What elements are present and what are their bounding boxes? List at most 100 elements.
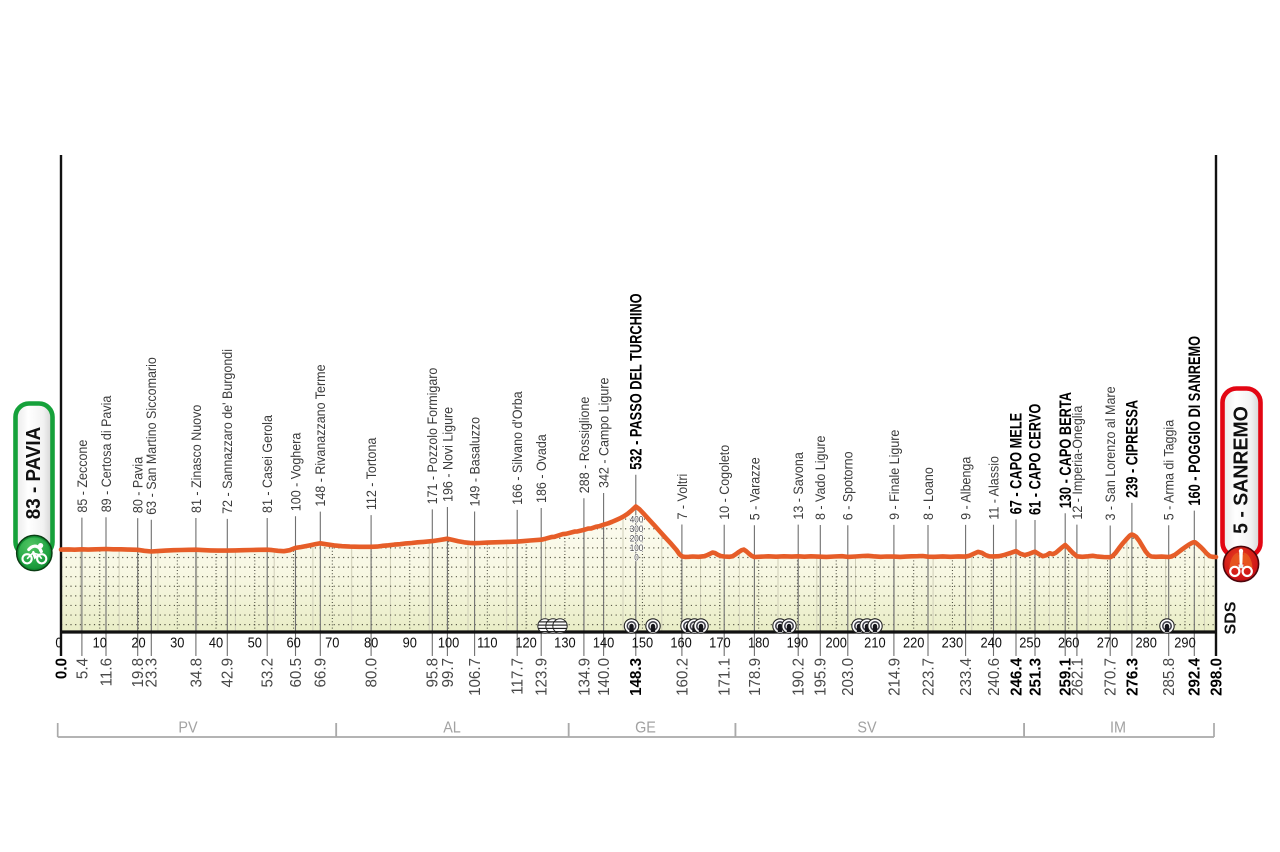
svg-text:6 - Spotorno: 6 - Spotorno — [840, 451, 856, 520]
svg-text:285.8: 285.8 — [1161, 658, 1178, 696]
svg-text:300: 300 — [630, 523, 644, 534]
svg-text:134.9: 134.9 — [576, 658, 593, 696]
svg-text:532 - PASSO DEL TURCHINO: 532 - PASSO DEL TURCHINO — [628, 293, 646, 469]
svg-text:PV: PV — [178, 719, 198, 737]
svg-text:AL: AL — [443, 719, 461, 737]
svg-text:63 - San Martino Siccomario: 63 - San Martino Siccomario — [144, 357, 160, 515]
svg-text:195.9: 195.9 — [812, 658, 829, 696]
svg-text:148 - Rivanazzano Terme: 148 - Rivanazzano Terme — [313, 364, 329, 506]
svg-text:400: 400 — [630, 514, 644, 525]
svg-text:50: 50 — [248, 635, 263, 651]
svg-text:GE: GE — [635, 719, 656, 737]
svg-text:112 - Tortona: 112 - Tortona — [364, 437, 380, 510]
svg-text:117.7: 117.7 — [509, 658, 526, 695]
svg-text:178.9: 178.9 — [747, 658, 764, 696]
svg-text:19.8: 19.8 — [130, 658, 147, 687]
svg-text:12 - Imperia-Oneglia: 12 - Imperia-Oneglia — [1069, 405, 1085, 520]
svg-text:67 - CAPO MELE: 67 - CAPO MELE — [1008, 413, 1026, 515]
svg-text:298.0: 298.0 — [1208, 658, 1225, 696]
svg-text:42.9: 42.9 — [219, 658, 236, 687]
svg-text:130: 130 — [554, 635, 576, 651]
svg-text:149 - Basaluzzo: 149 - Basaluzzo — [467, 417, 483, 507]
svg-text:186 - Ovada: 186 - Ovada — [534, 434, 550, 503]
svg-text:250: 250 — [1019, 635, 1041, 651]
svg-text:123.9: 123.9 — [533, 658, 550, 696]
svg-text:246.4: 246.4 — [1008, 658, 1025, 696]
svg-text:280: 280 — [1135, 635, 1157, 651]
svg-text:13 - Savona: 13 - Savona — [791, 452, 807, 520]
svg-text:0.0: 0.0 — [53, 658, 70, 679]
svg-text:100: 100 — [630, 542, 644, 553]
svg-text:171.1: 171.1 — [716, 658, 733, 696]
svg-text:81 - Casei Gerola: 81 - Casei Gerola — [260, 414, 276, 513]
svg-text:70: 70 — [325, 635, 340, 651]
svg-text:203.0: 203.0 — [840, 658, 857, 696]
svg-text:34.8: 34.8 — [188, 658, 205, 687]
svg-text:60.5: 60.5 — [288, 658, 305, 687]
svg-text:262.1: 262.1 — [1069, 658, 1086, 696]
svg-text:8 - Loano: 8 - Loano — [920, 467, 936, 520]
svg-text:80 - Pavia: 80 - Pavia — [130, 456, 146, 513]
svg-text:100 - Voghera: 100 - Voghera — [288, 432, 304, 511]
svg-text:5 - SANREMO: 5 - SANREMO — [1230, 406, 1253, 534]
svg-text:90: 90 — [403, 635, 418, 651]
svg-text:0: 0 — [634, 552, 639, 563]
svg-text:160: 160 — [670, 635, 692, 651]
svg-text:223.7: 223.7 — [920, 658, 937, 696]
svg-text:5 - Arma di Taggia: 5 - Arma di Taggia — [1161, 419, 1177, 520]
svg-text:9 - Albenga: 9 - Albenga — [958, 456, 974, 520]
svg-text:240.6: 240.6 — [986, 658, 1003, 696]
svg-text:233.4: 233.4 — [958, 658, 975, 696]
svg-text:9 - Finale Ligure: 9 - Finale Ligure — [886, 430, 902, 520]
svg-text:72 - Sannazzaro de' Burgondi: 72 - Sannazzaro de' Burgondi — [220, 349, 236, 514]
svg-text:0: 0 — [55, 635, 62, 651]
svg-text:148.3: 148.3 — [628, 658, 645, 696]
svg-text:23.3: 23.3 — [143, 658, 160, 687]
svg-text:11.6: 11.6 — [98, 658, 115, 686]
svg-text:290: 290 — [1174, 635, 1196, 651]
svg-text:160.2: 160.2 — [674, 658, 691, 696]
svg-text:140.0: 140.0 — [596, 658, 613, 696]
svg-text:260: 260 — [1058, 635, 1080, 651]
svg-text:80: 80 — [364, 635, 379, 651]
svg-text:220: 220 — [903, 635, 925, 651]
svg-text:259.1: 259.1 — [1057, 658, 1074, 696]
svg-text:166 - Silvano d'Orba: 166 - Silvano d'Orba — [510, 391, 526, 505]
svg-text:140: 140 — [593, 635, 615, 651]
svg-text:110: 110 — [477, 635, 498, 651]
svg-text:214.9: 214.9 — [886, 658, 903, 696]
svg-text:170: 170 — [709, 635, 731, 651]
svg-text:99.7: 99.7 — [440, 658, 457, 687]
svg-text:190: 190 — [787, 635, 809, 651]
svg-text:5 - Varazze: 5 - Varazze — [747, 457, 763, 520]
svg-text:3 - San Lorenzo al Mare: 3 - San Lorenzo al Mare — [1103, 386, 1119, 520]
svg-text:270.7: 270.7 — [1102, 658, 1119, 696]
svg-text:85 - Zeccone: 85 - Zeccone — [74, 440, 90, 513]
svg-text:292.4: 292.4 — [1186, 658, 1203, 696]
svg-text:200: 200 — [630, 533, 644, 544]
svg-text:276.3: 276.3 — [1124, 658, 1141, 696]
svg-text:251.3: 251.3 — [1027, 658, 1044, 696]
svg-text:83 - PAVIA: 83 - PAVIA — [23, 427, 46, 520]
svg-text:288 - Rossiglione: 288 - Rossiglione — [576, 397, 592, 494]
svg-text:342 - Campo Ligure: 342 - Campo Ligure — [596, 378, 612, 488]
svg-text:61 - CAPO CERVO: 61 - CAPO CERVO — [1027, 404, 1045, 515]
svg-text:20: 20 — [131, 635, 146, 651]
svg-text:66.9: 66.9 — [312, 658, 329, 687]
svg-text:60: 60 — [286, 635, 301, 651]
svg-text:196 - Novi Ligure: 196 - Novi Ligure — [440, 407, 456, 502]
svg-text:10 - Cogoleto: 10 - Cogoleto — [717, 445, 733, 520]
svg-text:239 - CIPRESSA: 239 - CIPRESSA — [1124, 399, 1142, 497]
svg-text:240: 240 — [980, 635, 1002, 651]
svg-text:SDS: SDS — [1223, 601, 1240, 634]
svg-text:SV: SV — [857, 719, 877, 737]
svg-text:190.2: 190.2 — [790, 658, 807, 696]
svg-text:80.0: 80.0 — [363, 658, 380, 687]
svg-text:230: 230 — [942, 635, 964, 651]
svg-text:30: 30 — [170, 635, 185, 651]
svg-text:120: 120 — [515, 635, 537, 651]
svg-text:160 - POGGIO DI SANREMO: 160 - POGGIO DI SANREMO — [1187, 336, 1205, 506]
svg-text:40: 40 — [209, 635, 224, 651]
svg-text:7 - Voltri: 7 - Voltri — [674, 474, 690, 520]
svg-text:89 - Certosa di Pavia: 89 - Certosa di Pavia — [98, 395, 114, 512]
